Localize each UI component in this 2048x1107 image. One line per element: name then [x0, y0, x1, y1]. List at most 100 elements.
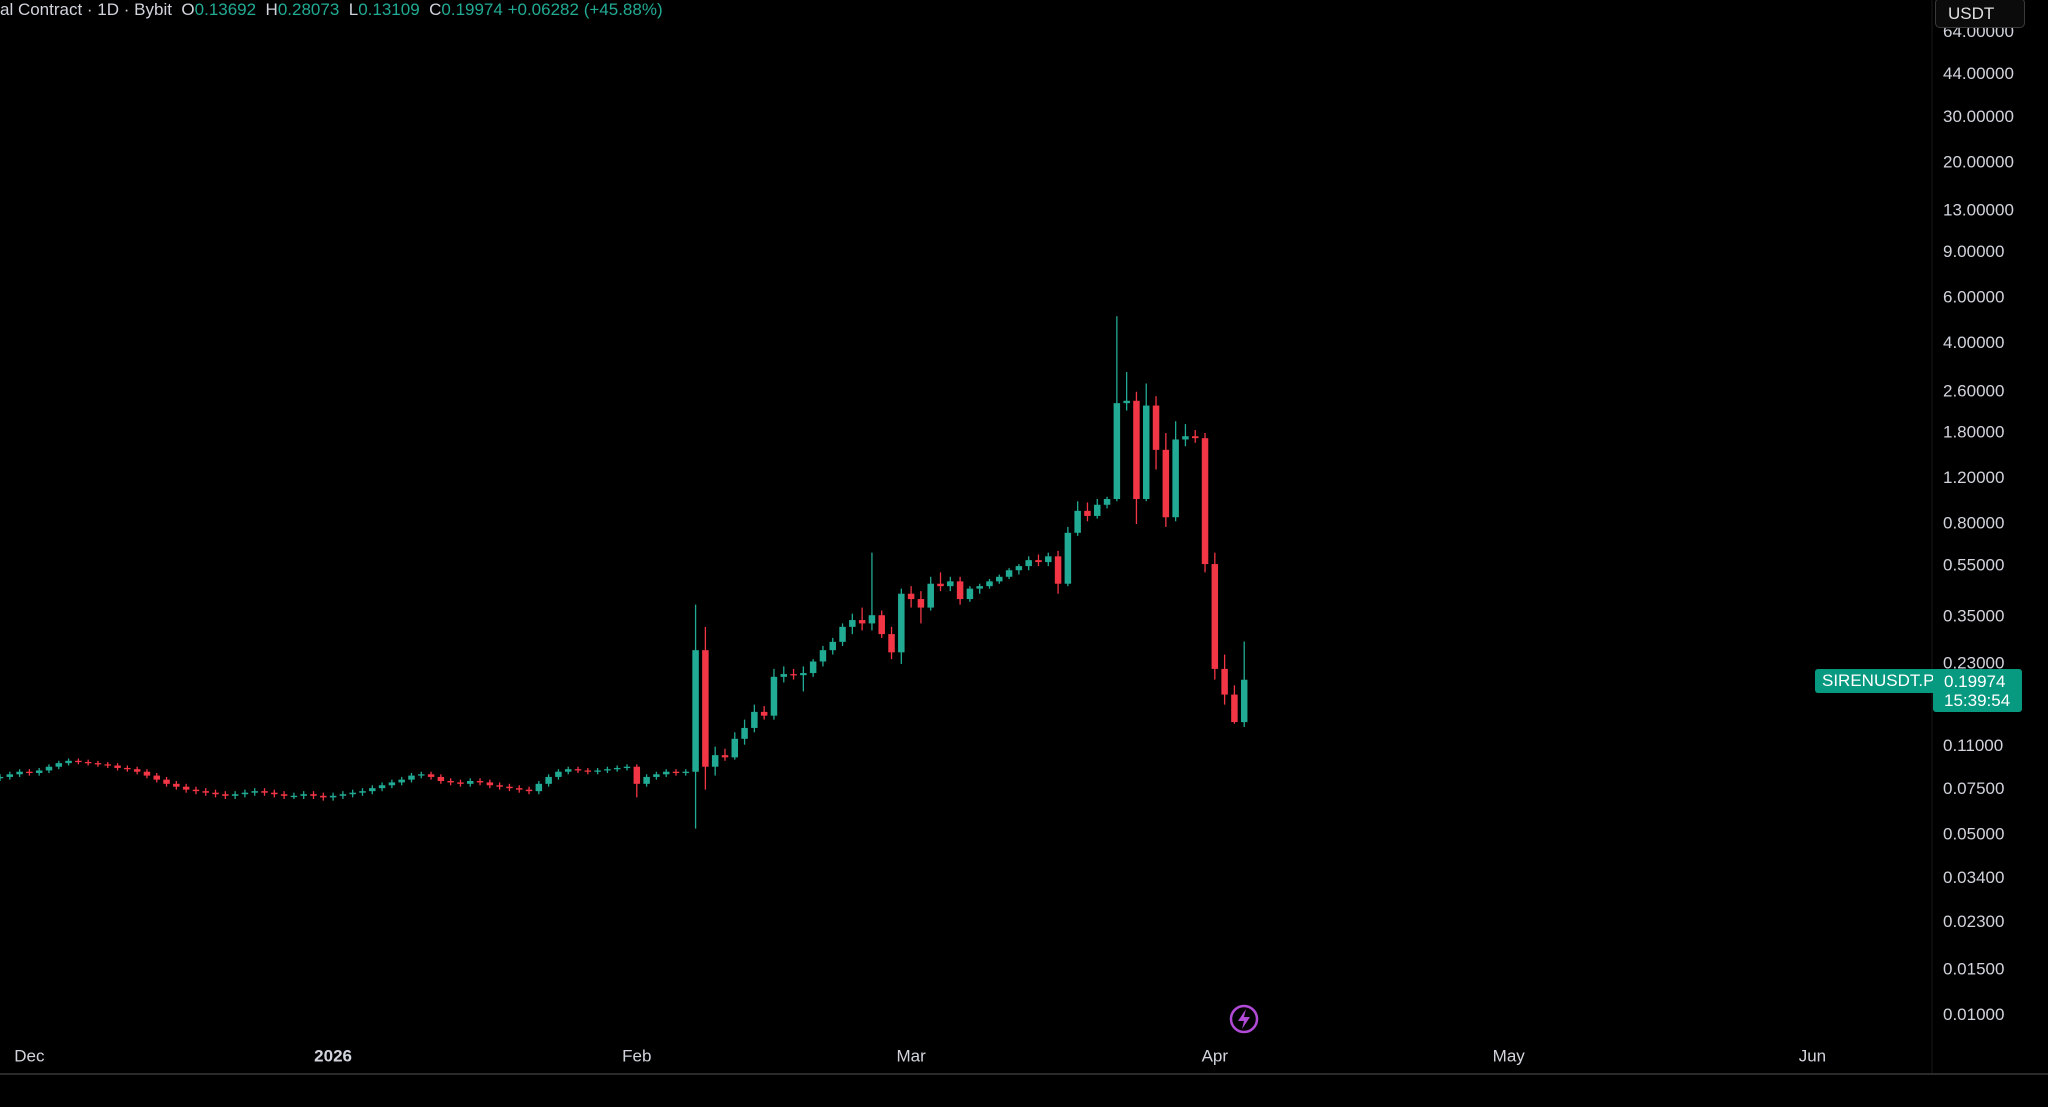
candle-body: [35, 770, 43, 773]
candle-body: [222, 794, 229, 796]
candle-body: [192, 789, 200, 792]
candle-body: [467, 781, 474, 784]
candle-body: [457, 782, 464, 784]
price-tag: 0.19974 15:39:54: [1933, 669, 2022, 712]
candle-body: [986, 581, 993, 587]
y-tick-label: 0.01000: [1943, 1005, 2004, 1024]
candle-body: [947, 581, 954, 587]
y-tick-label: 1.20000: [1943, 468, 2004, 487]
candle-body: [1240, 679, 1248, 723]
candle-body: [163, 779, 170, 784]
candle-body: [290, 795, 298, 798]
candle-body: [133, 769, 141, 772]
candle-body: [623, 766, 631, 769]
candle-body: [1123, 400, 1130, 404]
candle-body: [378, 785, 386, 789]
change: +0.06282: [507, 0, 579, 19]
candle-body: [996, 576, 1003, 582]
candle-body: [369, 788, 376, 792]
candle-body: [506, 786, 513, 789]
candle-body: [398, 779, 405, 783]
candle-body: [594, 770, 601, 772]
low-value: 0.13109: [358, 0, 420, 19]
candle-body: [202, 791, 209, 793]
candle-body: [643, 776, 650, 784]
candle-body: [349, 792, 356, 795]
candle-body: [1094, 504, 1101, 516]
candle-body: [545, 776, 552, 784]
candle-body: [604, 769, 611, 771]
close-value: 0.19974: [441, 0, 503, 19]
candle-body: [702, 650, 709, 767]
currency-button[interactable]: USDT: [1935, 0, 2025, 28]
candle-body: [94, 763, 102, 765]
x-tick-label: Apr: [1202, 1046, 1229, 1065]
candle-body: [829, 641, 836, 651]
candle-body: [437, 776, 445, 782]
candle-body: [1045, 556, 1052, 563]
candle-body: [692, 650, 699, 772]
candle-body: [653, 774, 660, 777]
high-value: 0.28073: [277, 0, 340, 19]
last-price: 0.19974: [1944, 672, 2006, 691]
x-tick-label: May: [1493, 1046, 1526, 1065]
candle-body: [976, 586, 983, 589]
candle-body: [1142, 405, 1150, 500]
candle-body: [1074, 510, 1081, 533]
candle-body: [731, 738, 739, 758]
y-tick-label: 30.00000: [1943, 107, 2014, 126]
candle-body: [780, 674, 788, 677]
candle-body: [849, 620, 856, 627]
candle-body: [251, 791, 258, 793]
legend-header: al Contract · 1D · Bybit O0.13692 H0.280…: [0, 0, 663, 20]
candle-body: [75, 760, 82, 763]
candle-body: [584, 770, 592, 772]
candle-body: [280, 794, 288, 796]
candle-body: [486, 782, 494, 786]
candle-body: [878, 615, 885, 635]
candle-body: [858, 620, 866, 624]
candle-body: [555, 771, 562, 777]
y-tick-label: 0.55000: [1943, 556, 2004, 575]
event-icon[interactable]: [1229, 1004, 1259, 1034]
open-label: O: [181, 0, 195, 19]
x-tick-label: Jun: [1799, 1046, 1826, 1065]
candle-body: [104, 764, 112, 766]
candle-body: [868, 615, 876, 624]
y-tick-label: 1.80000: [1943, 423, 2004, 442]
y-tick-label: 0.11000: [1943, 736, 2003, 755]
countdown: 15:39:54: [1944, 691, 2011, 710]
candle-body: [447, 781, 454, 783]
candle-body: [476, 781, 484, 783]
candle-body: [45, 766, 53, 771]
candle-body: [173, 783, 180, 787]
x-tick-label: Dec: [14, 1046, 45, 1065]
candle-body: [300, 794, 307, 796]
candle-body: [1015, 566, 1023, 571]
candle-body: [525, 789, 533, 792]
y-tick-label: 0.05000: [1943, 825, 2004, 844]
candle-body: [1054, 556, 1062, 584]
open-value: 0.13692: [194, 0, 257, 19]
candle-body: [564, 769, 572, 772]
candle-body: [84, 761, 92, 764]
candle-body: [760, 711, 768, 716]
candle-body: [496, 785, 503, 787]
close-label: C: [429, 0, 442, 19]
y-tick-label: 6.00000: [1943, 287, 2004, 306]
candle-body: [966, 588, 974, 600]
candle-body: [956, 581, 964, 600]
candle-body: [633, 766, 641, 784]
candle-body: [1113, 403, 1121, 500]
candle-body: [427, 774, 435, 777]
candle-body: [1221, 668, 1228, 695]
candle-body: [535, 783, 543, 792]
y-tick-label: 0.07500: [1943, 779, 2004, 798]
candle-body: [927, 583, 934, 608]
candle-body: [320, 795, 327, 798]
candle-body: [6, 774, 14, 777]
x-tick-label: Feb: [622, 1046, 651, 1065]
candle-body: [182, 786, 190, 790]
candle-body: [1084, 510, 1091, 516]
